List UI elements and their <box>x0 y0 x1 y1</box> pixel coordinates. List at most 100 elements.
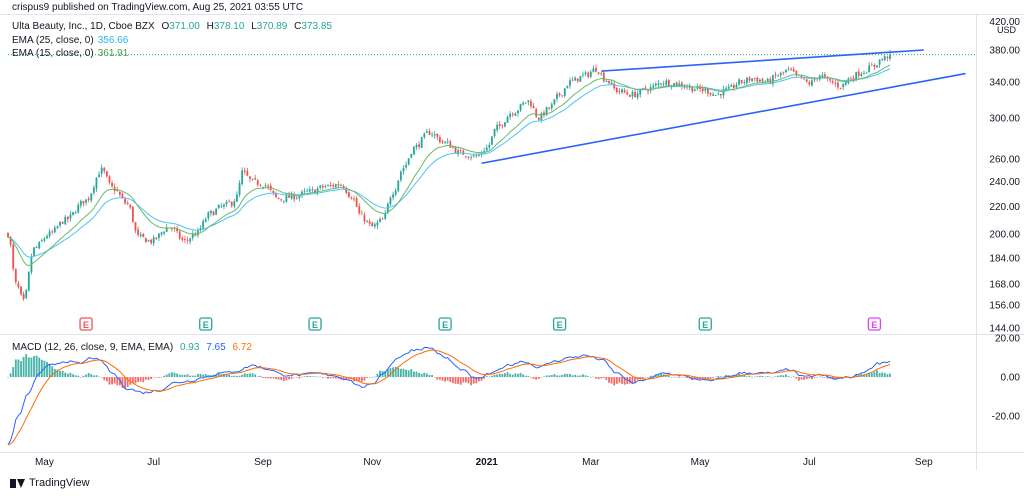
candle-body <box>225 201 228 205</box>
macd-hist-bar <box>269 377 272 379</box>
macd-hist-bar <box>576 375 579 377</box>
candle-body <box>212 211 215 216</box>
macd-hist-bar <box>56 369 59 377</box>
macd-hist-bar <box>46 361 48 377</box>
candle-body <box>233 201 236 207</box>
candle-body <box>592 68 595 73</box>
macd-hist-bar <box>82 375 85 377</box>
candle-body <box>90 193 93 201</box>
macd-hist-bar <box>509 373 512 377</box>
price-tick-label: 144.00 <box>989 324 1020 335</box>
macd-hist-bar <box>319 376 322 378</box>
macd-hist-bar <box>259 375 262 377</box>
macd-hist-bar <box>103 377 106 381</box>
macd-hist-bar <box>249 373 251 377</box>
macd-hist-bar <box>795 377 798 379</box>
candle-body <box>147 240 150 242</box>
candle-body <box>693 89 696 92</box>
macd-hist-bar <box>116 377 119 386</box>
earnings-marker-box <box>199 317 213 331</box>
candle-body <box>82 200 85 204</box>
signal-line <box>7 349 891 446</box>
macd-hist-bar <box>535 377 538 380</box>
macd-hist-bar <box>540 377 543 378</box>
candle-body <box>103 167 106 172</box>
macd-hist-bar <box>118 377 121 386</box>
macd-hist-bar <box>173 372 176 377</box>
candle-body <box>834 82 837 84</box>
candle-body <box>202 221 205 229</box>
candle-body <box>496 124 499 131</box>
candle-body <box>137 229 139 235</box>
candle-body <box>852 77 855 80</box>
candle-body <box>241 170 244 184</box>
tradingview-brand[interactable]: TradingView <box>10 477 90 489</box>
macd-hist-bar <box>693 377 696 379</box>
macd-hist-bar <box>160 377 163 378</box>
macd-hist-bar <box>816 376 819 378</box>
tradingview-logo-icon <box>10 478 25 488</box>
candle-body <box>98 174 100 178</box>
macd-hist-bar <box>12 367 15 377</box>
macd-hist-bar <box>230 375 233 377</box>
macd-tick-label: -20.00 <box>992 412 1021 423</box>
candle-body <box>420 137 423 148</box>
candle-body <box>634 91 636 98</box>
macd-hist-bar <box>475 377 478 384</box>
ohlc-close-label: C <box>294 21 302 32</box>
candle-body <box>155 237 158 240</box>
macd-hist-bar <box>722 376 725 377</box>
candle-body <box>740 79 743 83</box>
earnings-marker: E <box>698 317 712 331</box>
macd-hist-bar <box>818 376 821 377</box>
candle-body <box>777 75 780 77</box>
macd-hist-bar <box>197 374 199 377</box>
macd-hist-bar <box>126 377 129 388</box>
macd-hist-bar <box>371 376 374 378</box>
candle-body <box>860 73 863 76</box>
candle-body <box>719 93 722 96</box>
candle-body <box>298 195 301 199</box>
candle-body <box>207 212 210 219</box>
candle-body <box>761 79 764 82</box>
macd-hist-bar <box>811 377 813 380</box>
candle-body <box>654 83 657 86</box>
brand-label: TradingView <box>29 477 90 489</box>
macd-hist-bar <box>696 377 699 380</box>
candle-body <box>660 83 662 85</box>
macd-hist-bar <box>657 374 660 377</box>
candle-body <box>657 83 660 85</box>
earnings-marker-box <box>552 317 567 331</box>
candle-body <box>176 228 179 232</box>
macd-hist-bar <box>719 376 722 377</box>
price-tick-label: 220.00 <box>989 202 1020 213</box>
candle-body <box>517 110 519 114</box>
candle-body <box>438 137 441 143</box>
candle-body <box>881 59 884 61</box>
macd-hist-bar <box>449 377 452 382</box>
macd-hist-bar <box>152 377 155 378</box>
macd-hist-bar <box>548 375 551 377</box>
candle-body <box>17 283 20 288</box>
macd-hist-bar <box>777 375 780 377</box>
macd-hist-bar <box>394 366 397 377</box>
candle-body <box>883 56 886 60</box>
candle-body <box>363 214 366 222</box>
candle-body <box>813 79 816 81</box>
macd-hist-bar <box>566 373 569 377</box>
macd-hist-bar <box>628 377 631 384</box>
macd-hist-bar <box>113 377 116 384</box>
price-tick-label: 168.00 <box>989 280 1020 291</box>
candle-body <box>772 75 774 85</box>
candle-body <box>92 187 95 193</box>
candle-body <box>446 141 449 143</box>
macd-hist-bar <box>150 377 153 380</box>
macd-hist-bar <box>386 369 389 377</box>
candle-body <box>293 194 296 200</box>
macd-hist-bar <box>384 371 387 377</box>
candle-body <box>857 71 860 76</box>
candle-body <box>345 187 348 193</box>
candle-body <box>808 82 811 85</box>
candle-body <box>366 220 368 222</box>
